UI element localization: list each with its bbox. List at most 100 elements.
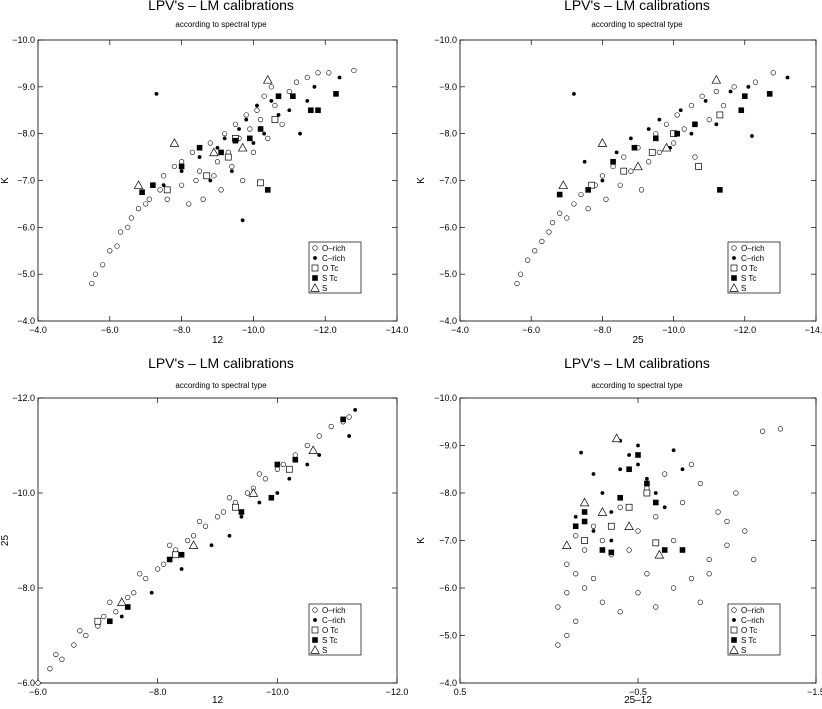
- data-point-open-circle: [179, 159, 185, 165]
- data-point-filled-circle: [149, 590, 154, 595]
- data-point-open-circle: [699, 93, 705, 99]
- data-point-filled-circle: [317, 453, 322, 457]
- data-point-open-circle: [733, 490, 739, 496]
- data-point-open-circle: [256, 471, 262, 477]
- legend-label: C–rich: [322, 254, 345, 263]
- data-point-filled-square: [139, 189, 145, 196]
- data-point-open-circle: [590, 523, 597, 529]
- data-point-open-triangle: [711, 74, 722, 84]
- data-point-open-square: [620, 167, 628, 175]
- data-point-filled-circle: [662, 505, 667, 510]
- data-point-filled-square: [661, 547, 668, 553]
- data-point-open-circle: [240, 177, 246, 184]
- data-point-filled-circle: [618, 467, 623, 472]
- data-point-open-circle: [720, 102, 727, 109]
- x-tick-label: 0.5: [454, 687, 467, 697]
- data-point-filled-square: [178, 163, 185, 170]
- data-point-filled-square: [107, 618, 113, 625]
- data-point-filled-square: [581, 518, 588, 525]
- data-point-open-circle: [274, 466, 280, 472]
- data-point-filled-circle: [197, 155, 202, 159]
- data-point-filled-square: [742, 93, 748, 99]
- data-point-open-circle: [555, 642, 561, 648]
- series-filled-circle: [572, 75, 790, 183]
- x-tick-label: −4.0: [451, 325, 469, 335]
- y-tick-label: −6.0: [439, 583, 457, 593]
- y-tick-label: −5.0: [17, 269, 35, 279]
- data-point-open-square: [203, 172, 211, 180]
- data-point-open-square: [581, 537, 588, 544]
- data-point-open-square: [648, 149, 656, 156]
- chart-k-vs-25: LPV's – LM calibrations according to spec…: [416, 0, 822, 346]
- data-point-open-circle: [186, 201, 192, 207]
- legend-label: C–rich: [741, 254, 764, 263]
- data-point-open-circle: [265, 135, 271, 141]
- y-tick-label: −5.0: [439, 269, 457, 279]
- data-point-filled-square: [599, 547, 606, 553]
- data-point-open-circle: [125, 594, 131, 601]
- data-point-filled-square: [581, 509, 588, 515]
- data-point-filled-circle: [646, 127, 651, 131]
- data-point-filled-circle: [600, 491, 605, 495]
- legend-label: S Tc: [741, 636, 756, 645]
- series-open-circle: [35, 414, 352, 686]
- legend-marker-filled-square: [731, 637, 737, 643]
- data-point-open-circle: [214, 159, 221, 165]
- series-filled-square: [107, 416, 346, 625]
- data-point-filled-square: [124, 604, 131, 610]
- y-tick-label: −10.0: [434, 35, 457, 45]
- data-point-filled-square: [264, 187, 271, 193]
- legend-marker-open-circle: [312, 607, 318, 613]
- data-point-open-circle: [211, 173, 217, 179]
- data-point-open-triangle: [654, 549, 665, 559]
- legend-marker-open-circle: [731, 607, 737, 613]
- data-point-open-circle: [724, 518, 730, 525]
- data-point-open-square: [94, 617, 102, 625]
- y-tick-label: −9.0: [17, 82, 35, 92]
- data-point-open-square: [224, 153, 232, 161]
- data-point-open-triangle: [624, 521, 634, 530]
- data-point-filled-square: [644, 480, 650, 487]
- data-point-filled-circle: [609, 510, 614, 514]
- plot-frame: [37, 397, 398, 684]
- legend-marker-filled-circle: [313, 256, 317, 260]
- data-point-open-circle: [590, 575, 597, 582]
- data-point-open-circle: [670, 585, 677, 591]
- legend-label: O Tc: [741, 264, 757, 273]
- x-axis-label: 12: [212, 695, 224, 706]
- series-open-triangle: [116, 445, 319, 606]
- data-point-open-circle: [573, 571, 579, 577]
- data-point-open-square: [163, 186, 171, 194]
- data-point-open-circle: [599, 537, 606, 544]
- data-point-open-circle: [229, 163, 235, 170]
- series-open-circle: [555, 426, 784, 648]
- data-point-open-circle: [107, 248, 113, 254]
- y-tick-label: −10.0: [12, 488, 35, 498]
- data-point-open-square: [643, 489, 651, 497]
- y-tick-label: −4.0: [439, 678, 457, 688]
- data-point-open-circle: [220, 509, 227, 515]
- data-point-filled-circle: [579, 450, 583, 455]
- legend-marker-open-circle: [312, 245, 318, 251]
- x-axis-label: 25–12: [624, 695, 652, 706]
- data-point-filled-square: [268, 494, 275, 501]
- data-point-open-circle: [250, 149, 256, 155]
- chart-title: LPV's – LM calibrations: [564, 355, 710, 371]
- data-point-filled-circle: [215, 145, 220, 150]
- x-tick-label: −6.0: [101, 325, 119, 335]
- data-point-filled-circle: [703, 98, 708, 103]
- data-point-open-circle: [164, 196, 170, 202]
- data-point-filled-circle: [227, 533, 232, 538]
- series-open-circle: [89, 67, 357, 287]
- data-point-open-square: [716, 111, 724, 119]
- data-point-open-circle: [92, 271, 99, 277]
- series-open-triangle: [562, 433, 665, 559]
- data-point-filled-circle: [678, 108, 683, 113]
- y-tick-label: −4.0: [17, 316, 35, 326]
- data-point-open-circle: [599, 173, 606, 179]
- data-point-open-circle: [200, 196, 206, 202]
- data-point-open-circle: [638, 187, 645, 193]
